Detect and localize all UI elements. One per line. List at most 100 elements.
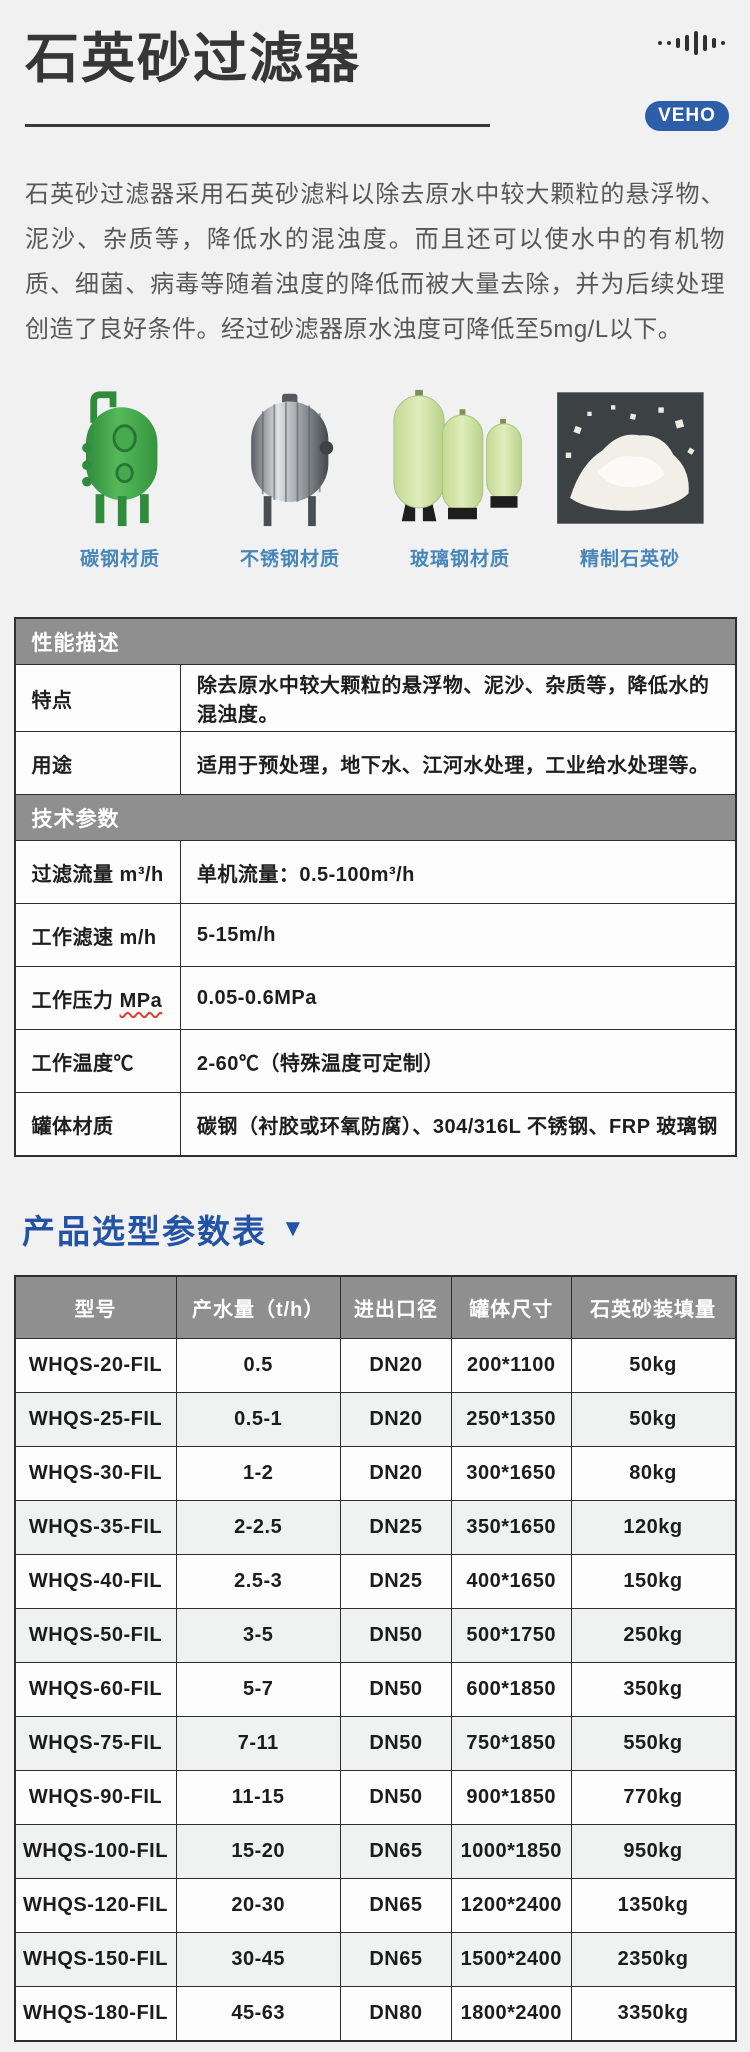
port-cell: DN80 (339, 1986, 452, 2042)
title-underline (25, 124, 490, 127)
spec-row: 用途 适用于预处理，地下水、江河水处理，工业给水处理等。 (14, 731, 737, 795)
spec-value-cell: 适用于预处理，地下水、江河水处理，工业给水处理等。 (179, 731, 737, 795)
page-title: 石英砂过滤器 (25, 29, 361, 89)
tank-size-cell: 500*1750 (450, 1608, 572, 1663)
table-row: WHQS-60-FIL 5-7 DN50 600*1850 350kg (14, 1662, 737, 1717)
carbon-steel-tank-image (82, 391, 158, 527)
spec-value-cell: 碳钢（衬胶或环氧防腐）、304/316L 不锈钢、FRP 玻璃钢 (179, 1092, 737, 1157)
port-cell: DN50 (339, 1770, 452, 1825)
port-cell: DN65 (339, 1878, 452, 1933)
model-cell: WHQS-25-FIL (14, 1392, 177, 1447)
flow-cell: 3-5 (175, 1608, 341, 1663)
flow-cell: 2.5-3 (175, 1554, 341, 1609)
port-cell: DN20 (339, 1446, 452, 1501)
spec-row: 罐体材质 碳钢（衬胶或环氧防腐）、304/316L 不锈钢、FRP 玻璃钢 (14, 1092, 737, 1157)
flow-cell: 7-11 (175, 1716, 341, 1771)
tank-size-cell: 750*1850 (450, 1716, 572, 1771)
spec-section-title: 性能描述 (14, 617, 736, 665)
tank-size-cell: 1000*1850 (450, 1824, 572, 1879)
port-cell: DN25 (339, 1554, 452, 1609)
table-row: WHQS-25-FIL 0.5-1 DN20 250*1350 50kg (14, 1392, 737, 1447)
model-cell: WHQS-120-FIL (14, 1878, 177, 1933)
table-row: WHQS-150-FIL 30-45 DN65 1500*2400 2350kg (14, 1932, 737, 1987)
model-cell: WHQS-50-FIL (14, 1608, 177, 1663)
product-caption: 不锈钢材质 (239, 549, 340, 570)
selection-header-row: 型号 产水量（t/h） 进出口径 罐体尺寸 石英砂装填量 (14, 1275, 737, 1339)
sand-fill-cell: 550kg (570, 1716, 737, 1771)
spec-row: 过滤流量 m³/h 单机流量：0.5-100m³/h (14, 840, 737, 904)
stainless-steel-tank-image (251, 393, 334, 527)
column-header: 产水量（t/h） (175, 1275, 341, 1339)
product-caption: 碳钢材质 (79, 549, 160, 570)
spec-table: 性能描述 特点 除去原水中较大颗粒的悬浮物、泥沙、杂质等，降低水的混浊度。 用途… (13, 617, 737, 1157)
column-header: 石英砂装填量 (570, 1275, 737, 1339)
spec-value-cell: 除去原水中较大颗粒的悬浮物、泥沙、杂质等，降低水的混浊度。 (179, 664, 737, 732)
flow-cell: 15-20 (175, 1824, 341, 1879)
model-cell: WHQS-150-FIL (14, 1932, 177, 1987)
model-cell: WHQS-90-FIL (14, 1770, 177, 1825)
spec-label-cell: 工作压力 MPa (14, 966, 181, 1030)
table-row: WHQS-120-FIL 20-30 DN65 1200*2400 1350kg (14, 1878, 737, 1933)
port-cell: DN25 (339, 1500, 452, 1555)
tank-size-cell: 250*1350 (450, 1392, 572, 1447)
quartz-sand-image (556, 392, 704, 524)
spec-label-cell: 罐体材质 (14, 1092, 181, 1157)
table-row: WHQS-30-FIL 1-2 DN20 300*1650 80kg (14, 1446, 737, 1501)
sand-fill-cell: 120kg (570, 1500, 737, 1555)
spec-value-cell: 单机流量：0.5-100m³/h (179, 840, 737, 904)
model-cell: WHQS-30-FIL (14, 1446, 177, 1501)
sand-fill-cell: 1350kg (570, 1878, 737, 1933)
flow-cell: 2-2.5 (175, 1500, 341, 1555)
table-row: WHQS-180-FIL 45-63 DN80 1800*2400 3350kg (14, 1986, 737, 2042)
flow-cell: 5-7 (175, 1662, 341, 1717)
product-frp: 玻璃钢材质 (380, 388, 540, 571)
flow-cell: 30-45 (175, 1932, 341, 1987)
port-cell: DN20 (339, 1392, 452, 1447)
spec-row: 工作滤速 m/h 5-15m/h (14, 903, 737, 967)
sand-fill-cell: 3350kg (570, 1986, 737, 2042)
spec-value-cell: 5-15m/h (179, 903, 737, 967)
sand-fill-cell: 50kg (570, 1338, 737, 1393)
model-cell: WHQS-180-FIL (14, 1986, 177, 2042)
port-cell: DN20 (339, 1338, 452, 1393)
table-row: WHQS-90-FIL 11-15 DN50 900*1850 770kg (14, 1770, 737, 1825)
column-header: 罐体尺寸 (450, 1275, 572, 1339)
table-row: WHQS-20-FIL 0.5 DN20 200*1100 50kg (14, 1338, 737, 1393)
sand-fill-cell: 80kg (570, 1446, 737, 1501)
table-row: WHQS-40-FIL 2.5-3 DN25 400*1650 150kg (14, 1554, 737, 1609)
table-row: WHQS-35-FIL 2-2.5 DN25 350*1650 120kg (14, 1500, 737, 1555)
model-cell: WHQS-60-FIL (14, 1662, 177, 1717)
spec-label-cell: 工作温度℃ (14, 1029, 181, 1093)
spec-value-cell: 0.05-0.6MPa (179, 966, 737, 1030)
brand-badge: VEHO (645, 101, 729, 131)
sand-fill-cell: 770kg (570, 1770, 737, 1825)
tank-size-cell: 300*1650 (450, 1446, 572, 1501)
selection-table-heading: 产品选型参数表 ▼ (22, 1205, 750, 1253)
product-quartz-sand: 精制石英砂 (550, 388, 710, 571)
spec-value-cell: 2-60℃（特殊温度可定制） (179, 1029, 737, 1093)
product-caption: 精制石英砂 (579, 549, 680, 570)
sand-fill-cell: 250kg (570, 1608, 737, 1663)
tank-size-cell: 1500*2400 (450, 1932, 572, 1987)
column-header: 进出口径 (339, 1275, 452, 1339)
flow-cell: 20-30 (175, 1878, 341, 1933)
sand-fill-cell: 350kg (570, 1662, 737, 1717)
flow-cell: 1-2 (175, 1446, 341, 1501)
spec-section-header-row: 性能描述 (14, 617, 736, 665)
model-cell: WHQS-100-FIL (14, 1824, 177, 1879)
spec-row: 特点 除去原水中较大颗粒的悬浮物、泥沙、杂质等，降低水的混浊度。 (14, 664, 737, 732)
product-carbon-steel: 碳钢材质 (40, 388, 200, 571)
model-cell: WHQS-35-FIL (14, 1500, 177, 1555)
table-row: WHQS-75-FIL 7-11 DN50 750*1850 550kg (14, 1716, 737, 1771)
spec-section-title: 技术参数 (14, 794, 736, 841)
spec-label-cell: 用途 (14, 731, 181, 795)
product-image-row: 碳钢材质 不锈 (40, 388, 710, 571)
model-cell: WHQS-40-FIL (14, 1554, 177, 1609)
model-cell: WHQS-75-FIL (14, 1716, 177, 1771)
port-cell: DN50 (339, 1662, 452, 1717)
flow-cell: 45-63 (175, 1986, 341, 2042)
sand-fill-cell: 50kg (570, 1392, 737, 1447)
sand-fill-cell: 950kg (570, 1824, 737, 1879)
page-header: 石英砂过滤器 VEHO (0, 0, 750, 150)
